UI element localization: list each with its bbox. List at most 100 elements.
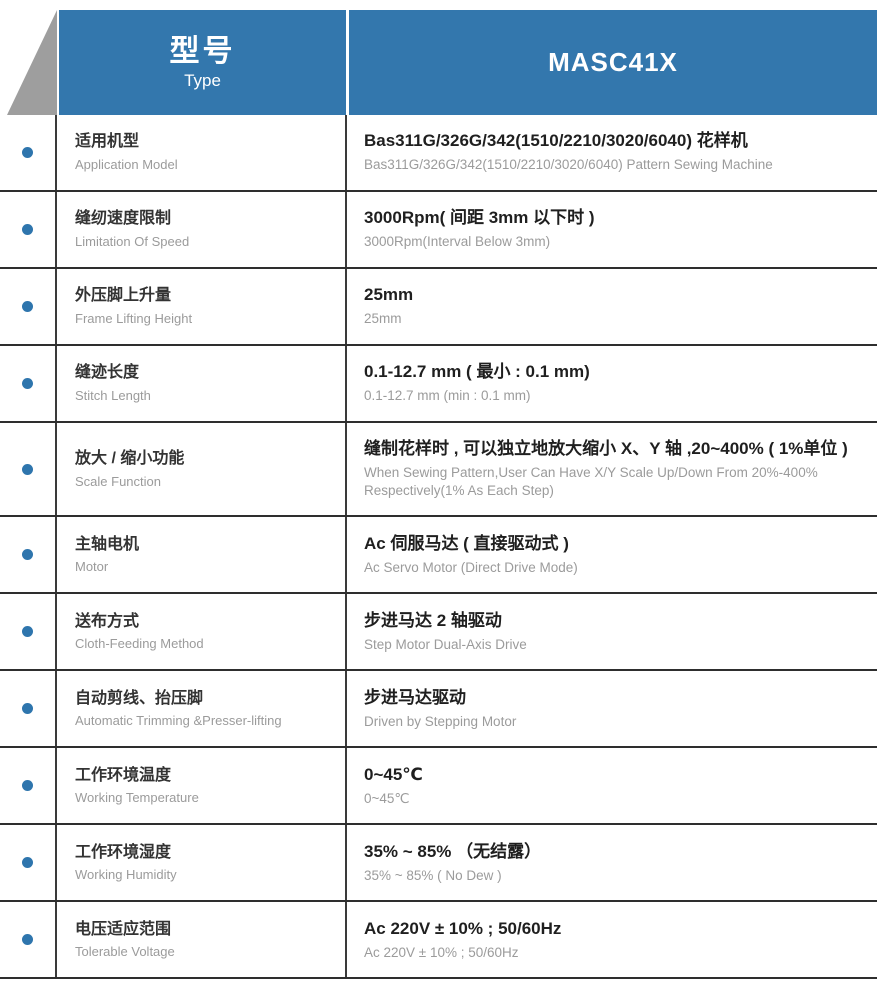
bullet-dot-icon	[22, 301, 33, 312]
spec-value-cell: 缝制花样时 , 可以独立地放大缩小 X、Y 轴 ,20~400% ( 1%单位 …	[347, 423, 877, 515]
table-row: 放大 / 缩小功能 Scale Function 缝制花样时 , 可以独立地放大…	[0, 423, 877, 518]
spec-value-cn: 0.1-12.7 mm ( 最小 : 0.1 mm)	[364, 362, 590, 382]
table-row: 工作环境湿度 Working Humidity 35% ~ 85% （无结露） …	[0, 825, 877, 903]
bullet-dot-icon	[22, 378, 33, 389]
spec-value-cell: Ac 220V ± 10% ; 50/60Hz Ac 220V ± 10% ; …	[347, 902, 877, 977]
spec-label-cell: 工作环境湿度 Working Humidity	[57, 825, 347, 901]
spec-value-en: 35% ~ 85% ( No Dew )	[364, 867, 502, 883]
spec-value-en: Ac 220V ± 10% ; 50/60Hz	[364, 944, 519, 960]
spec-label-cn: 工作环境温度	[75, 766, 172, 784]
corner-triangle-decoration	[7, 10, 57, 115]
spec-value-cn: 步进马达驱动	[364, 687, 466, 707]
spec-value-cn: Bas311G/326G/342(1510/2210/3020/6040) 花样…	[364, 131, 748, 151]
table-row: 自动剪线、抬压脚 Automatic Trimming &Presser-lif…	[0, 671, 877, 749]
spec-value-cell: 25mm 25mm	[347, 269, 877, 344]
spec-value-cell: 0.1-12.7 mm ( 最小 : 0.1 mm) 0.1-12.7 mm (…	[347, 346, 877, 421]
bullet-cell	[0, 594, 57, 670]
spec-label-cn: 送布方式	[75, 612, 140, 630]
spec-table: 适用机型 Application Model Bas311G/326G/342(…	[0, 115, 877, 980]
model-name: MASC41X	[548, 47, 678, 77]
bullet-dot-icon	[22, 147, 33, 158]
header-type-cell: 型号 Type	[59, 10, 346, 115]
type-label-en: Type	[184, 70, 221, 90]
table-row: 缝迹长度 Stitch Length 0.1-12.7 mm ( 最小 : 0.…	[0, 346, 877, 423]
bullet-cell	[0, 517, 57, 593]
spec-label-en: Automatic Trimming &Presser-lifting	[75, 713, 282, 729]
spec-value-en: Driven by Stepping Motor	[364, 713, 517, 729]
spec-value-en: Bas311G/326G/342(1510/2210/3020/6040) Pa…	[364, 157, 773, 173]
bullet-cell	[0, 748, 57, 824]
bullet-cell	[0, 902, 57, 978]
bullet-dot-icon	[22, 549, 33, 561]
header-model-cell: MASC41X	[349, 10, 877, 115]
spec-label-cn: 工作环境湿度	[75, 843, 172, 861]
spec-value-en: 25mm	[364, 311, 402, 327]
spec-label-cell: 适用机型 Application Model	[57, 115, 347, 190]
spec-value-cn: Ac 伺服马达 ( 直接驱动式 )	[364, 533, 569, 553]
table-row: 主轴电机 Motor Ac 伺服马达 ( 直接驱动式 ) Ac Servo Mo…	[0, 517, 877, 595]
spec-value-cn: 缝制花样时 , 可以独立地放大缩小 X、Y 轴 ,20~400% ( 1%单位 …	[364, 439, 848, 458]
bullet-cell	[0, 423, 57, 516]
spec-label-cell: 工作环境温度 Working Temperature	[57, 748, 347, 824]
bullet-cell	[0, 192, 57, 267]
spec-label-cell: 主轴电机 Motor	[57, 517, 347, 593]
spec-value-cell: 步进马达 2 轴驱动 Step Motor Dual-Axis Drive	[347, 594, 877, 669]
spec-value-en: Step Motor Dual-Axis Drive	[364, 636, 527, 652]
spec-value-cn: 0~45℃	[364, 764, 423, 784]
table-row: 送布方式 Cloth-Feeding Method 步进马达 2 轴驱动 Ste…	[0, 594, 877, 672]
bullet-dot-icon	[22, 463, 33, 475]
spec-label-en: Working Temperature	[75, 790, 199, 806]
bullet-dot-icon	[22, 224, 33, 235]
spec-value-cell: Bas311G/326G/342(1510/2210/3020/6040) 花样…	[347, 115, 877, 190]
spec-value-cn: 35% ~ 85% （无结露）	[364, 841, 542, 861]
spec-value-cell: 0~45℃ 0~45℃	[347, 748, 877, 823]
spec-label-en: Frame Lifting Height	[75, 311, 193, 327]
spec-label-cn: 自动剪线、抬压脚	[75, 689, 204, 707]
spec-label-en: Working Humidity	[75, 867, 177, 883]
table-header: 型号 Type MASC41X	[59, 10, 877, 115]
spec-label-en: Motor	[75, 559, 109, 575]
spec-label-en: Limitation Of Speed	[75, 234, 190, 250]
bullet-cell	[0, 115, 57, 190]
spec-label-en: Scale Function	[75, 473, 161, 489]
table-row: 适用机型 Application Model Bas311G/326G/342(…	[0, 115, 877, 192]
spec-label-cn: 适用机型	[75, 133, 140, 151]
spec-label-cell: 送布方式 Cloth-Feeding Method	[57, 594, 347, 670]
spec-value-cell: 3000Rpm( 间距 3mm 以下时 ) 3000Rpm(Interval B…	[347, 192, 877, 267]
spec-label-cell: 外压脚上升量 Frame Lifting Height	[57, 269, 347, 344]
bullet-dot-icon	[22, 934, 33, 946]
spec-label-en: Stitch Length	[75, 388, 151, 404]
spec-value-cell: 步进马达驱动 Driven by Stepping Motor	[347, 671, 877, 746]
spec-value-cn: 3000Rpm( 间距 3mm 以下时 )	[364, 208, 595, 228]
table-row: 缝纫速度限制 Limitation Of Speed 3000Rpm( 间距 3…	[0, 192, 877, 269]
bullet-cell	[0, 346, 57, 421]
bullet-dot-icon	[22, 626, 33, 638]
spec-label-en: Cloth-Feeding Method	[75, 636, 204, 652]
bullet-dot-icon	[22, 857, 33, 869]
spec-label-cn: 外压脚上升量	[75, 287, 172, 305]
spec-value-cn: 25mm	[364, 285, 414, 305]
spec-value-cell: Ac 伺服马达 ( 直接驱动式 ) Ac Servo Motor (Direct…	[347, 517, 877, 592]
bullet-dot-icon	[22, 703, 33, 715]
spec-label-cell: 缝迹长度 Stitch Length	[57, 346, 347, 421]
spec-label-en: Application Model	[75, 157, 178, 173]
spec-value-en: 3000Rpm(Interval Below 3mm)	[364, 234, 551, 250]
spec-label-cn: 缝迹长度	[75, 364, 140, 382]
spec-label-cell: 缝纫速度限制 Limitation Of Speed	[57, 192, 347, 267]
spec-value-en: Ac Servo Motor (Direct Drive Mode)	[364, 559, 578, 575]
spec-label-cell: 放大 / 缩小功能 Scale Function	[57, 423, 347, 516]
bullet-dot-icon	[22, 780, 33, 792]
spec-label-cn: 电压适应范围	[75, 920, 172, 938]
spec-label-cn: 缝纫速度限制	[75, 210, 172, 228]
spec-label-cell: 电压适应范围 Tolerable Voltage	[57, 902, 347, 978]
spec-label-en: Tolerable Voltage	[75, 944, 175, 960]
spec-value-cell: 35% ~ 85% （无结露） 35% ~ 85% ( No Dew )	[347, 825, 877, 900]
table-row: 外压脚上升量 Frame Lifting Height 25mm 25mm	[0, 269, 877, 346]
spec-label-cn: 放大 / 缩小功能	[75, 450, 185, 468]
type-label-cn: 型号	[169, 34, 236, 68]
table-row: 电压适应范围 Tolerable Voltage Ac 220V ± 10% ;…	[0, 902, 877, 980]
spec-label-cn: 主轴电机	[75, 535, 140, 553]
spec-value-cn: Ac 220V ± 10% ; 50/60Hz	[364, 918, 562, 938]
spec-value-en: 0~45℃	[364, 790, 410, 806]
